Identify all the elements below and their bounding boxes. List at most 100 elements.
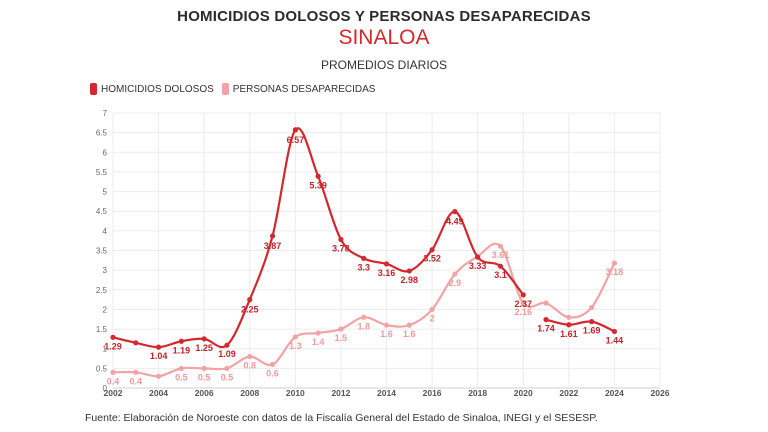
x-tick-label: 2010 xyxy=(286,388,305,398)
data-point-desaparecidas xyxy=(201,365,207,371)
data-point-desaparecidas xyxy=(361,314,367,320)
y-tick-label: 5.5 xyxy=(96,168,108,177)
data-point-desaparecidas xyxy=(338,326,344,332)
data-label-homicidios: 4.49 xyxy=(446,217,464,227)
x-tick-label: 2016 xyxy=(423,388,442,398)
legend-item-desaparecidas: PERSONAS DESAPARECIDAS xyxy=(221,83,376,95)
data-point-desaparecidas xyxy=(611,260,618,266)
data-label-homicidios: 3.3 xyxy=(357,262,370,272)
data-label-desaparecidas: 0.6 xyxy=(266,368,279,378)
legend-item-homicidios: HOMICIDIOS DOLOSOS xyxy=(90,83,214,95)
data-point-desaparecidas xyxy=(566,314,572,320)
data-label-desaparecidas: 1.8 xyxy=(357,321,370,331)
data-point-homicidios xyxy=(452,209,458,215)
data-point-homicidios xyxy=(406,268,412,274)
data-point-homicidios xyxy=(383,261,390,267)
data-label-desaparecidas: 3.61 xyxy=(492,250,510,260)
y-tick-label: 3.5 xyxy=(96,247,108,256)
y-tick-label: 2 xyxy=(103,305,108,314)
data-point-desaparecidas xyxy=(383,322,390,328)
data-point-homicidios xyxy=(224,342,230,348)
y-tick-label: 4.5 xyxy=(96,207,108,216)
data-label-desaparecidas: 1.4 xyxy=(312,337,325,347)
data-label-desaparecidas: 0.5 xyxy=(221,372,234,382)
y-tick-label: 0 xyxy=(103,384,108,393)
data-label-homicidios: 3.52 xyxy=(423,254,441,264)
data-point-homicidios xyxy=(292,127,298,133)
x-tick-label: 2008 xyxy=(240,388,259,398)
data-label-homicidios: 1.09 xyxy=(218,349,236,359)
data-point-homicidios xyxy=(497,263,504,269)
x-tick-label: 2018 xyxy=(468,388,487,398)
data-point-desaparecidas xyxy=(110,369,116,375)
y-tick-label: 1.5 xyxy=(96,325,108,334)
data-point-homicidios xyxy=(269,233,276,239)
legend-swatch-homicidios xyxy=(90,83,97,95)
data-label-desaparecidas: 1.5 xyxy=(335,333,348,343)
data-label-homicidios: 3.16 xyxy=(378,268,396,278)
y-tick-label: 2.5 xyxy=(96,286,108,295)
x-tick-label: 2022 xyxy=(559,388,578,398)
data-label-desaparecidas: 1.6 xyxy=(380,329,393,339)
data-point-desaparecidas xyxy=(406,322,412,328)
data-point-desaparecidas xyxy=(543,300,549,306)
x-tick-label: 2012 xyxy=(331,388,350,398)
data-point-homicidios xyxy=(589,319,595,325)
data-point-homicidios xyxy=(315,173,321,179)
legend-label-desaparecidas: PERSONAS DESAPARECIDAS xyxy=(232,83,376,95)
data-point-homicidios xyxy=(611,328,618,335)
series-line-homicidios xyxy=(111,127,525,349)
chart-title: HOMICIDIOS DOLOSOS Y PERSONAS DESAPARECI… xyxy=(177,8,591,25)
legend-swatch-desaparecidas xyxy=(221,83,229,95)
data-point-homicidios xyxy=(338,236,344,243)
data-point-desaparecidas xyxy=(292,334,298,340)
data-point-homicidios xyxy=(201,336,207,342)
data-label-homicidios: 1.61 xyxy=(560,329,578,339)
data-label-desaparecidas: 2 xyxy=(430,313,435,323)
data-point-homicidios xyxy=(475,254,481,260)
y-tick-label: 0.5 xyxy=(96,364,108,373)
data-label-desaparecidas: 2.9 xyxy=(449,278,462,288)
data-label-homicidios: 1.69 xyxy=(583,326,601,336)
data-point-desaparecidas xyxy=(269,361,276,368)
data-point-desaparecidas xyxy=(315,330,321,336)
x-tick-label: 2024 xyxy=(605,388,624,398)
data-label-desaparecidas: 2.16 xyxy=(514,307,532,317)
data-label-desaparecidas: 0.5 xyxy=(198,372,211,382)
data-label-homicidios: 5.39 xyxy=(309,180,327,190)
data-label-homicidios: 1.74 xyxy=(537,324,555,334)
chart-subtitle: SINALOA xyxy=(338,26,430,49)
data-point-desaparecidas xyxy=(247,353,253,360)
x-tick-label: 2026 xyxy=(651,388,670,398)
data-label-homicidios: 1.25 xyxy=(195,343,213,353)
data-point-homicidios xyxy=(178,338,184,344)
data-point-homicidios xyxy=(361,255,367,261)
data-point-homicidios xyxy=(110,334,116,340)
data-label-desaparecidas: 0.4 xyxy=(130,376,143,386)
y-tick-label: 6.5 xyxy=(96,129,108,138)
source-note: Fuente: Elaboración de Noroeste con dato… xyxy=(85,412,598,424)
y-tick-label: 6 xyxy=(103,148,108,157)
data-point-homicidios xyxy=(520,292,526,298)
data-point-desaparecidas xyxy=(429,306,435,313)
data-point-homicidios xyxy=(247,297,253,303)
data-label-homicidios: 1.29 xyxy=(104,341,122,351)
data-point-homicidios xyxy=(543,317,549,323)
x-tick-label: 2014 xyxy=(377,388,396,398)
data-label-homicidios: 1.04 xyxy=(150,351,168,361)
data-label-homicidios: 6.57 xyxy=(287,135,305,145)
data-point-desaparecidas xyxy=(497,243,504,249)
y-tick-label: 7 xyxy=(103,109,108,118)
y-tick-label: 4 xyxy=(103,227,108,236)
x-tick-label: 2006 xyxy=(195,388,214,398)
legend: HOMICIDIOS DOLOSOS PERSONAS DESAPARECIDA… xyxy=(90,83,383,95)
data-point-desaparecidas xyxy=(589,304,595,311)
data-point-desaparecidas xyxy=(133,369,139,375)
data-label-homicidios: 1.44 xyxy=(606,335,624,345)
legend-label-homicidios: HOMICIDIOS DOLOSOS xyxy=(101,83,214,95)
data-point-homicidios xyxy=(429,247,435,253)
data-point-homicidios xyxy=(155,344,162,350)
data-label-homicidios: 2.25 xyxy=(241,305,259,315)
x-tick-label: 2002 xyxy=(104,388,123,398)
